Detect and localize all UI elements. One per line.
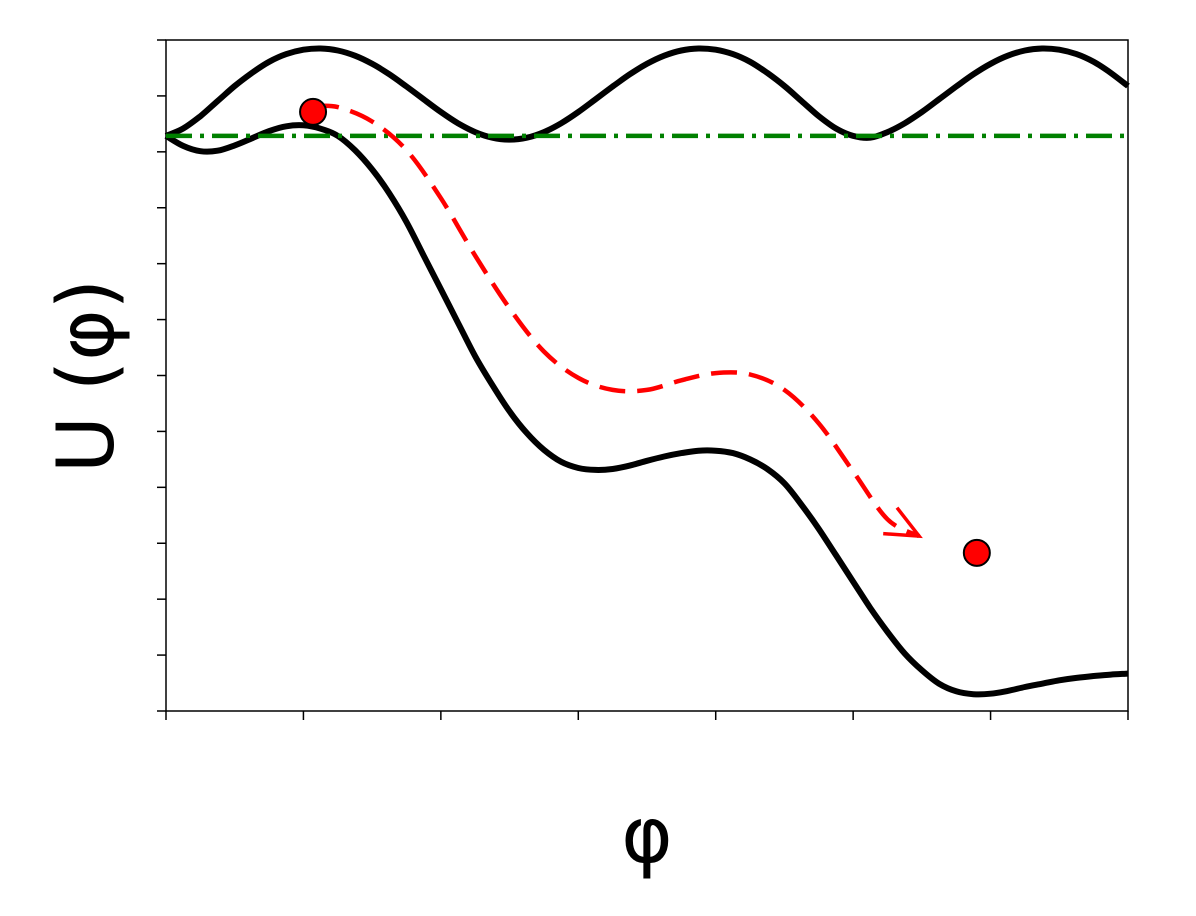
tick-marks [157, 39, 1129, 720]
ball-end-marker [962, 538, 991, 567]
series-group [164, 45, 1130, 698]
potential-curve-2 [164, 122, 1129, 698]
ball-start-marker [299, 97, 328, 126]
trajectory-path-4 [312, 103, 921, 539]
marker-group [299, 97, 991, 567]
potential-curve-1 [164, 45, 1130, 143]
plot-frame [165, 39, 1129, 712]
trajectory-arrowhead [883, 506, 923, 539]
y-axis-label: U (φ) [42, 279, 132, 473]
x-axis-label: φ [621, 791, 672, 881]
